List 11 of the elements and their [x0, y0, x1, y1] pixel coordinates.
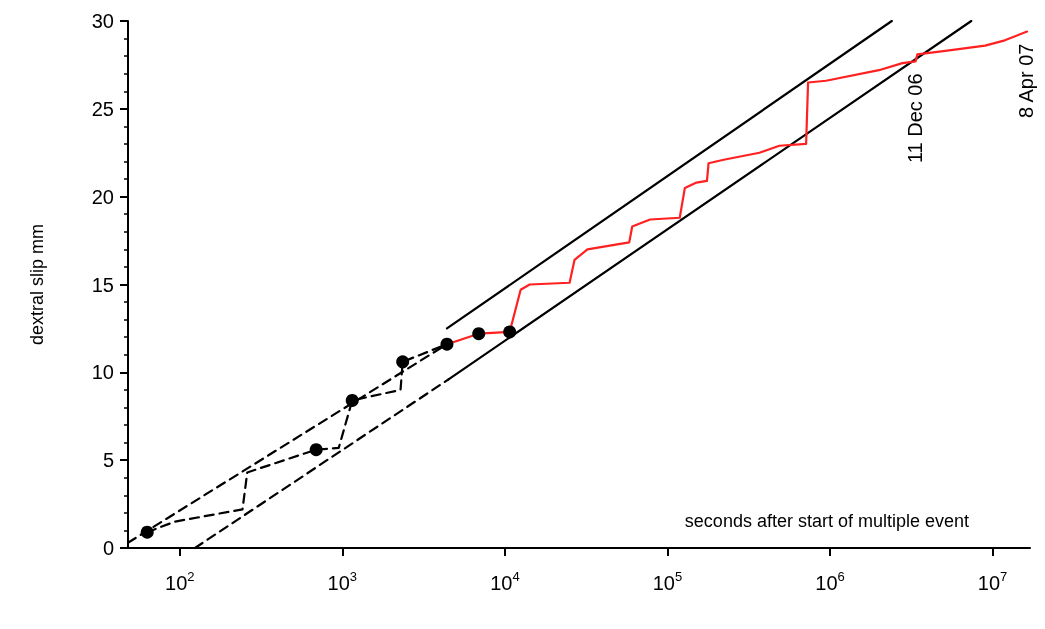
y-tick-label: 20	[91, 185, 114, 208]
x-axis-title: seconds after start of multiple event	[684, 511, 970, 531]
y-tick-label: 0	[102, 537, 114, 559]
y-tick-label: 25	[91, 97, 114, 120]
annotation: 11 Dec 06	[904, 73, 927, 164]
y-tick-label: 10	[91, 361, 114, 384]
y-tick-label: 30	[91, 10, 114, 32]
annotation: 8 Apr 07	[1015, 43, 1038, 119]
y-tick-label: 15	[91, 273, 114, 296]
y-tick-label: 5	[102, 449, 114, 472]
y-axis-title: dextral slip mm	[27, 223, 47, 346]
